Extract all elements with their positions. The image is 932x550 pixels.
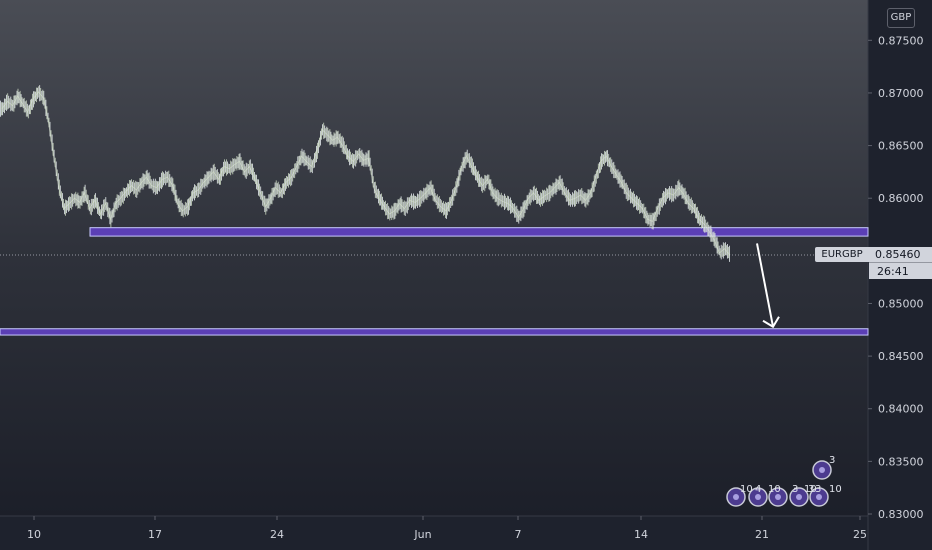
event-count-label: 3 (792, 484, 798, 495)
x-tick-label: 10 (27, 528, 41, 541)
event-count-label: 4 (755, 484, 761, 495)
y-tick-label: 0.86000 (878, 192, 924, 205)
x-tick-label: 17 (148, 528, 162, 541)
y-tick-label: 0.87000 (878, 87, 924, 100)
arrow-shaft (756, 243, 774, 327)
y-tick-label: 0.84500 (878, 350, 924, 363)
event-dot-icon (816, 494, 822, 500)
currency-badge[interactable]: GBP (887, 8, 915, 28)
x-tick-label: 24 (270, 528, 284, 541)
event-count-label: 10 (804, 484, 817, 495)
arrow-head (762, 316, 780, 329)
bar-countdown: 26:41 (869, 262, 932, 279)
time-axis-background (0, 516, 868, 550)
plot-background (0, 0, 868, 516)
x-tick-label: 7 (515, 528, 522, 541)
event-dot-icon (819, 467, 825, 473)
x-tick-label: Jun (413, 528, 431, 541)
x-tick-label: 25 (853, 528, 867, 541)
event-count-label: 3 (815, 484, 821, 495)
down-arrow-annotation[interactable] (756, 243, 780, 329)
event-dot-icon (796, 494, 802, 500)
y-tick-label: 0.84000 (878, 403, 924, 416)
y-tick-label: 0.86500 (878, 140, 924, 153)
support-zone[interactable] (0, 328, 869, 336)
y-tick-label: 0.85000 (878, 297, 924, 310)
event-count-label: 10 (829, 484, 842, 495)
event-dot-icon (733, 494, 739, 500)
x-tick-label: 14 (634, 528, 648, 541)
y-tick-label: 0.83500 (878, 455, 924, 468)
x-tick-label: 21 (755, 528, 769, 541)
symbol-label: EURGBP (815, 247, 869, 262)
price-line (1, 91, 731, 256)
y-tick-label: 0.87500 (878, 34, 924, 47)
event-dot-icon (755, 494, 761, 500)
y-tick-label: 0.83000 (878, 508, 924, 521)
event-dot-icon (775, 494, 781, 500)
event-count-label: 3 (808, 484, 814, 495)
last-price-value: 0.85460 (869, 247, 932, 262)
event-count-label: 3 (829, 455, 835, 466)
event-count-label: 10 (740, 484, 753, 495)
event-count-label: 10 (768, 484, 781, 495)
resistance-zone[interactable] (89, 227, 869, 237)
